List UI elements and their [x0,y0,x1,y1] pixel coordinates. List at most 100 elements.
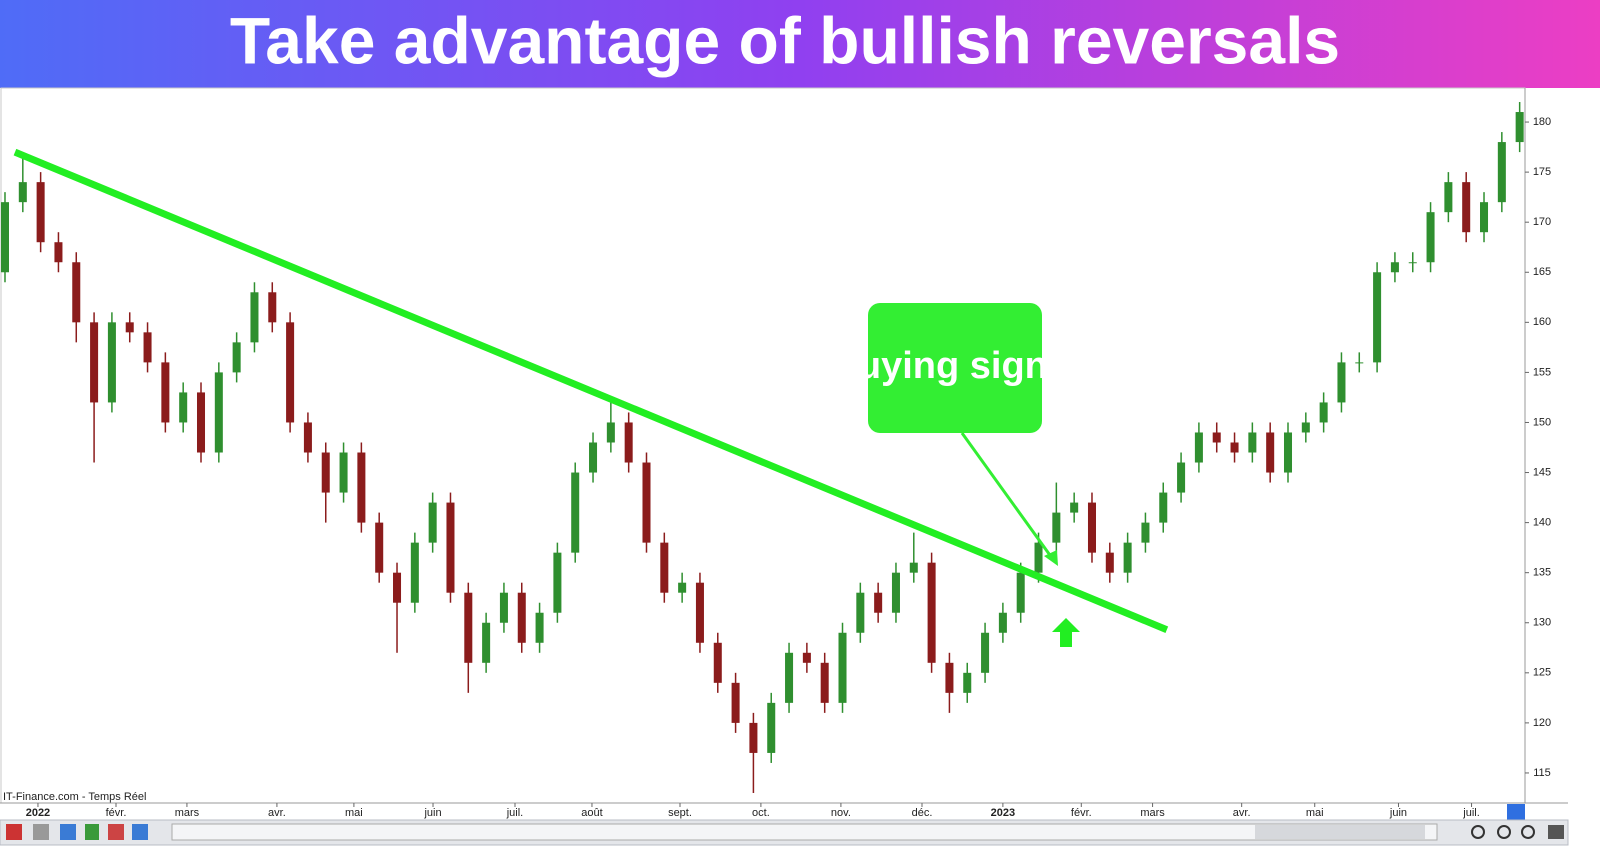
candle-body [695,582,704,643]
y-tick-label: 170 [1533,216,1551,228]
candle-body [678,582,687,593]
candle-body [713,642,722,683]
zoom-out-icon[interactable] [1497,825,1511,839]
scroll-button[interactable] [1507,804,1525,820]
zoom-icon[interactable] [1471,825,1485,839]
candle-body [1141,522,1150,543]
x-tick-label: mars [1140,807,1165,819]
x-tick-label: juil. [1462,807,1480,819]
y-tick-label: 145 [1533,466,1551,478]
candle-body [1212,432,1221,443]
y-tick-label: 125 [1533,667,1551,679]
x-tick-label: 2023 [991,807,1015,819]
candle-body [428,502,437,543]
x-tick-label: mars [175,807,200,819]
y-tick-label: 130 [1533,617,1551,629]
y-tick-label: 175 [1533,166,1551,178]
candle-body [838,632,847,703]
candle-body [268,292,277,323]
candle-body [107,322,116,403]
candle-body [286,322,295,423]
candle-body [945,662,954,693]
scroll-thumb[interactable] [1255,825,1425,839]
candle-body [767,702,776,753]
x-tick-label: avr. [1233,807,1251,819]
candle-body [357,452,366,523]
candle-body [1177,462,1186,493]
x-tick-label: juil. [506,807,524,819]
y-tick-label: 135 [1533,567,1551,579]
tool-icon[interactable] [132,824,148,840]
candle-body [161,362,170,423]
y-tick-label: 115 [1533,767,1551,779]
candle-body [731,682,740,723]
candle-body [1230,442,1239,453]
candle-body [535,612,544,643]
candle-body [1070,502,1079,513]
scrollbar[interactable] [171,823,1438,841]
candle-body [571,472,580,553]
candle-body [1159,492,1168,523]
tool-icon[interactable] [60,824,76,840]
candle-body [303,422,312,453]
candle-body [517,592,526,643]
candle-body [1444,182,1453,213]
candle-body [250,292,259,343]
y-tick-label: 160 [1533,316,1551,328]
tool-icon[interactable] [6,824,22,840]
candle-body [1301,422,1310,433]
candle-body [179,392,188,423]
candle-body [410,542,419,603]
candle-body [90,322,99,403]
title-banner [0,0,1600,88]
tool-icon[interactable] [33,824,49,840]
candle-body [339,452,348,493]
candle-body [1497,142,1506,203]
candle-body [891,572,900,613]
candle-body [820,662,829,703]
candle-body [1337,362,1346,403]
zoom-in-icon[interactable] [1521,825,1535,839]
candle-body [660,542,669,593]
candle-body [1034,542,1043,573]
candle-body [393,572,402,603]
candle-body [1426,212,1435,263]
candle-body [624,422,633,463]
candle-body [1283,432,1293,473]
candle-body [321,452,330,493]
tool-icon[interactable] [85,824,99,840]
candle-body [54,242,63,263]
trendline [13,148,1169,633]
x-tick-label: mai [345,807,363,819]
candle-body [0,202,9,273]
callout-text: Buying signal [830,345,1079,387]
candle-body [1016,572,1025,613]
y-tick-label: 155 [1533,366,1551,378]
candle-body [856,592,865,633]
x-tick-label: févr. [1071,807,1092,819]
settings-icon[interactable] [1548,825,1564,839]
toolbar-icons [6,823,1564,841]
candle-body [446,502,455,593]
candle-body [1390,262,1399,273]
candle-body [464,592,473,663]
candle-body [874,592,883,613]
x-tick-label: févr. [106,807,127,819]
candle-body [1480,202,1489,233]
candle-body [802,652,811,663]
callout-box [868,303,1042,433]
candle-body [1266,432,1275,473]
chart-title: Take advantage of bullish reversals [230,3,1340,77]
candle-body [1373,272,1382,363]
buy-arrow [1052,618,1080,647]
y-tick-label: 120 [1533,717,1551,729]
candle-body [214,372,223,453]
x-tick-label: juin [423,807,441,819]
candle-body [1087,502,1096,553]
candle-body [196,392,206,453]
x-tick-label: avr. [268,807,286,819]
plot-area [0,87,1526,804]
candle-body [981,632,990,673]
tool-icon[interactable] [108,824,124,840]
